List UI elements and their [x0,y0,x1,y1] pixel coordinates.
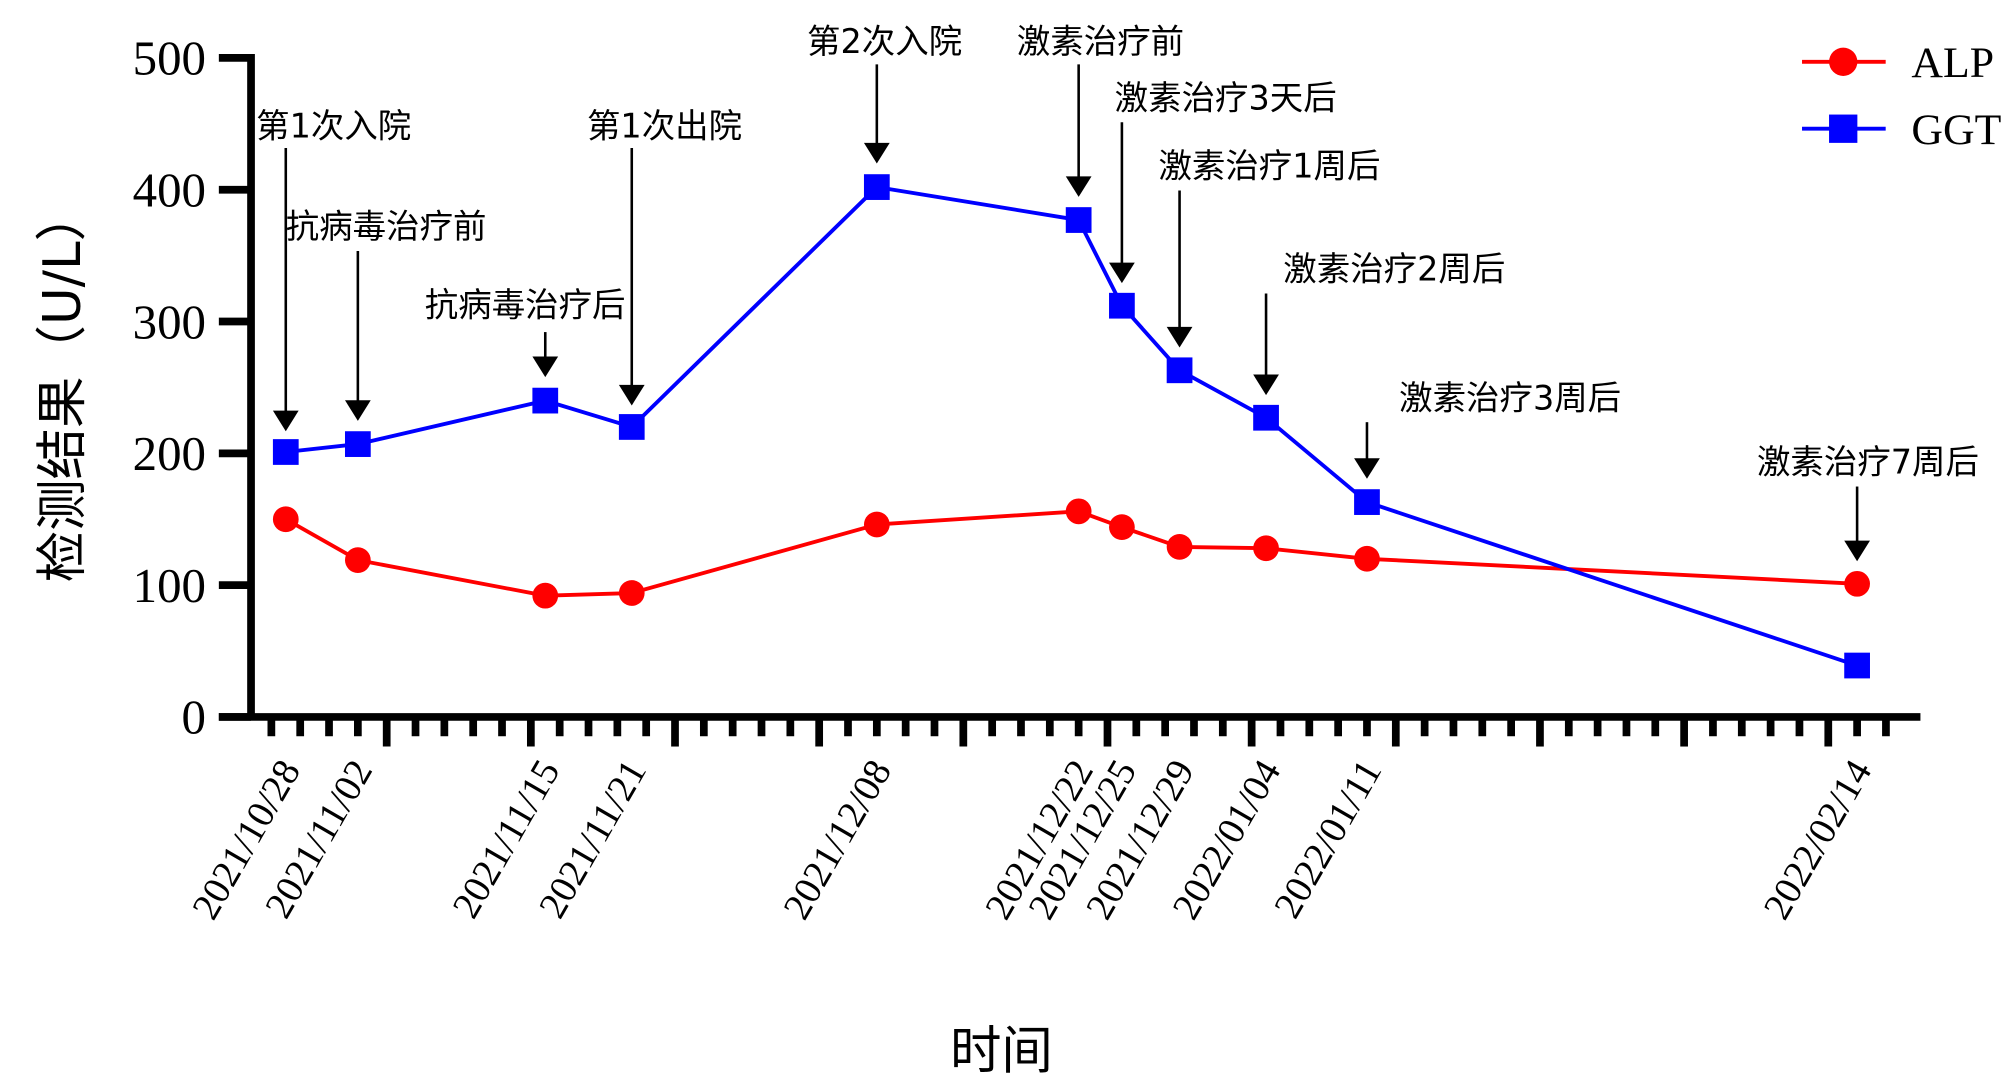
y-tick-label: 400 [133,162,206,217]
legend: ALP GGT [1802,39,2001,154]
annotation-label: 抗病毒治疗后 [425,286,626,325]
data-point-alp [532,582,559,609]
annotation-arrow-head [1844,540,1870,562]
data-point-alp [1065,498,1092,525]
annotation-label: 第2次入院 [807,22,962,61]
data-point-ggt [1253,404,1279,431]
annotation-arrow-head [863,142,890,164]
data-point-ggt [1109,292,1135,319]
annotation-arrow-head [1065,176,1092,197]
annotation-label: 激素治疗前 [1017,22,1184,61]
x-axis-label: 时间 [950,1021,1053,1081]
annotation-arrow-head [1354,458,1380,479]
data-point-ggt [532,387,559,414]
y-tick-label: 100 [133,558,206,613]
series-line-ggt [285,185,1858,668]
y-tick-label: 0 [182,690,206,745]
annotation-arrow-head [532,356,559,378]
data-point-ggt [1065,207,1092,233]
data-point-alp [1166,534,1193,560]
annotation-label: 第1次出院 [587,107,742,146]
data-point-alp [1253,535,1279,562]
data-point-ggt [272,439,299,465]
data-point-ggt [344,431,371,457]
annotation-arrow-head [272,410,299,432]
series-layer [272,174,1870,679]
data-point-alp [344,547,371,573]
legend-label-ggt: GGT [1911,106,2001,154]
legend-marker-alp [1829,47,1858,76]
y-tick-label: 200 [133,426,206,481]
y-tick-label: 500 [133,31,206,86]
annotation-arrow-head [1166,326,1193,348]
annotation-label: 激素治疗2周后 [1283,250,1505,289]
data-point-ggt [618,414,645,440]
annotation-label: 激素治疗7周后 [1757,443,1979,482]
annotation-label: 激素治疗3天后 [1115,78,1337,117]
annotation-label: 抗病毒治疗前 [286,207,487,246]
y-tick-label: 300 [133,294,206,349]
annotation-label: 激素治疗1周后 [1158,147,1380,186]
y-axis-label: 检测结果（U/L） [33,190,93,583]
data-point-ggt [1166,357,1193,384]
annotation-label: 激素治疗3周后 [1399,378,1621,417]
data-point-alp [863,511,890,538]
legend-label-alp: ALP [1911,39,1994,87]
data-point-alp [272,506,299,533]
x-tick-label: 2021/12/08 [776,753,900,926]
data-point-ggt [1844,652,1870,679]
annotation-arrow-head [618,384,645,406]
series-line-alp [284,509,1858,598]
data-point-alp [618,580,645,606]
x-tick-label: 2022/02/14 [1756,753,1880,926]
annotation-arrow-head [1109,262,1135,284]
data-point-alp [1109,514,1135,541]
annotation-label: 第1次入院 [256,107,411,146]
data-point-alp [1844,570,1870,597]
data-point-ggt [863,174,890,200]
legend-marker-ggt [1829,114,1858,143]
data-point-alp [1354,545,1380,572]
data-point-ggt [1354,489,1380,515]
annotation-arrow-head [344,400,371,421]
annotation-arrow-head [1253,374,1279,396]
